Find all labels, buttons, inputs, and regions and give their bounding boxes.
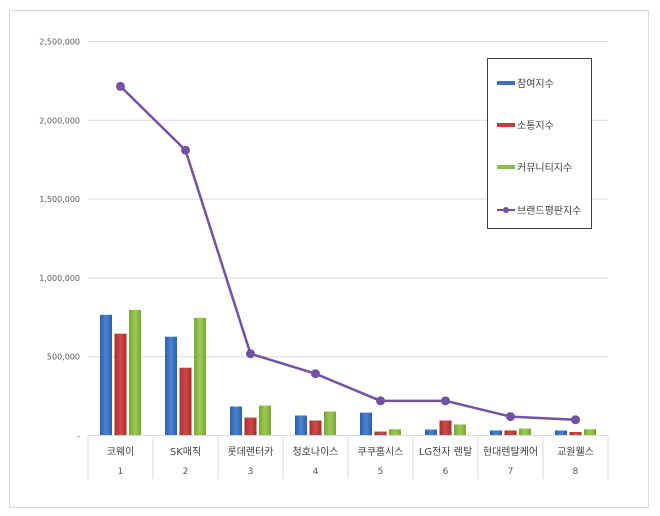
bar <box>360 412 372 436</box>
brand-reputation-line <box>119 85 576 421</box>
y-tick-label: 1,000,000 <box>39 274 80 283</box>
y-tick-label: 500,000 <box>47 353 80 362</box>
legend-item-participation: 참여지수 <box>497 75 554 90</box>
legend-swatch-red <box>497 122 515 127</box>
category-label: SK매직 <box>170 446 201 458</box>
bar <box>425 429 437 436</box>
category-rank: 2 <box>183 467 189 477</box>
category-rank: 4 <box>313 467 319 477</box>
legend-item-brand-reputation: 브랜드평판지수 <box>497 202 581 217</box>
category-rank: 6 <box>443 467 449 477</box>
y-tick-label: 2,000,000 <box>39 116 80 125</box>
bar <box>100 314 112 436</box>
line-series-brand-reputation <box>116 81 580 425</box>
bar <box>295 415 307 436</box>
line-marker <box>441 396 450 406</box>
category-rank: 1 <box>118 467 124 477</box>
bar <box>259 405 271 436</box>
bar <box>165 336 177 436</box>
y-tick-label: - <box>77 432 80 441</box>
category-axis: 코웨이 1 SK매직 2 롯데렌터카 3 청호나이스 4 쿠쿠홈시스 5 LG전자 렌탈 6 현대렌탈케… <box>87 435 609 479</box>
legend: 참여지수 소통지수 커뮤니티지수 브랜드평판지수 <box>487 58 592 229</box>
bar <box>374 431 387 436</box>
bar <box>519 428 531 436</box>
category-rank: 3 <box>248 467 254 477</box>
category-label: 청호나이스 <box>293 446 339 458</box>
bar <box>114 333 127 436</box>
category-rank: 5 <box>378 467 384 477</box>
bar <box>439 420 452 436</box>
bar <box>490 430 502 436</box>
category-rank: 7 <box>508 467 514 477</box>
bar <box>584 429 596 436</box>
category-label: 현대렌탈케어 <box>483 445 538 458</box>
line-marker <box>571 415 580 425</box>
bar <box>179 367 192 436</box>
line-marker <box>376 396 385 406</box>
bar <box>244 417 257 436</box>
line-marker <box>506 412 515 422</box>
line-marker <box>181 145 190 155</box>
bar <box>389 429 401 436</box>
y-tick-label: 2,500,000 <box>39 38 80 47</box>
category-label: 코웨이 <box>107 446 135 458</box>
bar-series <box>100 309 596 436</box>
bar <box>454 424 466 436</box>
legend-swatch-green <box>497 164 515 169</box>
category-label: LG전자 렌탈 <box>419 445 472 458</box>
legend-label: 소통지수 <box>517 121 554 132</box>
line-marker <box>311 369 320 379</box>
legend-label: 커뮤니티지수 <box>517 163 573 174</box>
line-marker <box>246 349 255 359</box>
y-tick-label: 1,500,000 <box>39 195 80 204</box>
bar <box>569 432 582 436</box>
bar <box>324 411 336 436</box>
bar <box>504 430 517 436</box>
legend-item-community: 커뮤니티지수 <box>497 159 572 174</box>
y-axis: - 500,000 1,000,000 1,500,000 2,000,000 2,500… <box>39 38 80 441</box>
legend-swatch-blue <box>497 80 515 85</box>
category-rank: 8 <box>573 467 579 477</box>
category-label: 교원웰스 <box>557 446 594 458</box>
bar <box>230 406 242 436</box>
legend-line-marker-icon <box>497 206 515 213</box>
category-label: 롯데렌터카 <box>228 446 274 458</box>
bar <box>555 430 567 436</box>
category-label: 쿠쿠홈시스 <box>358 445 404 458</box>
line-marker <box>116 81 125 91</box>
bar <box>309 420 322 436</box>
legend-item-communication: 소통지수 <box>497 117 554 132</box>
bar <box>194 317 206 436</box>
legend-label: 브랜드평판지수 <box>517 206 582 217</box>
bar <box>129 309 141 436</box>
legend-label: 참여지수 <box>517 79 554 90</box>
